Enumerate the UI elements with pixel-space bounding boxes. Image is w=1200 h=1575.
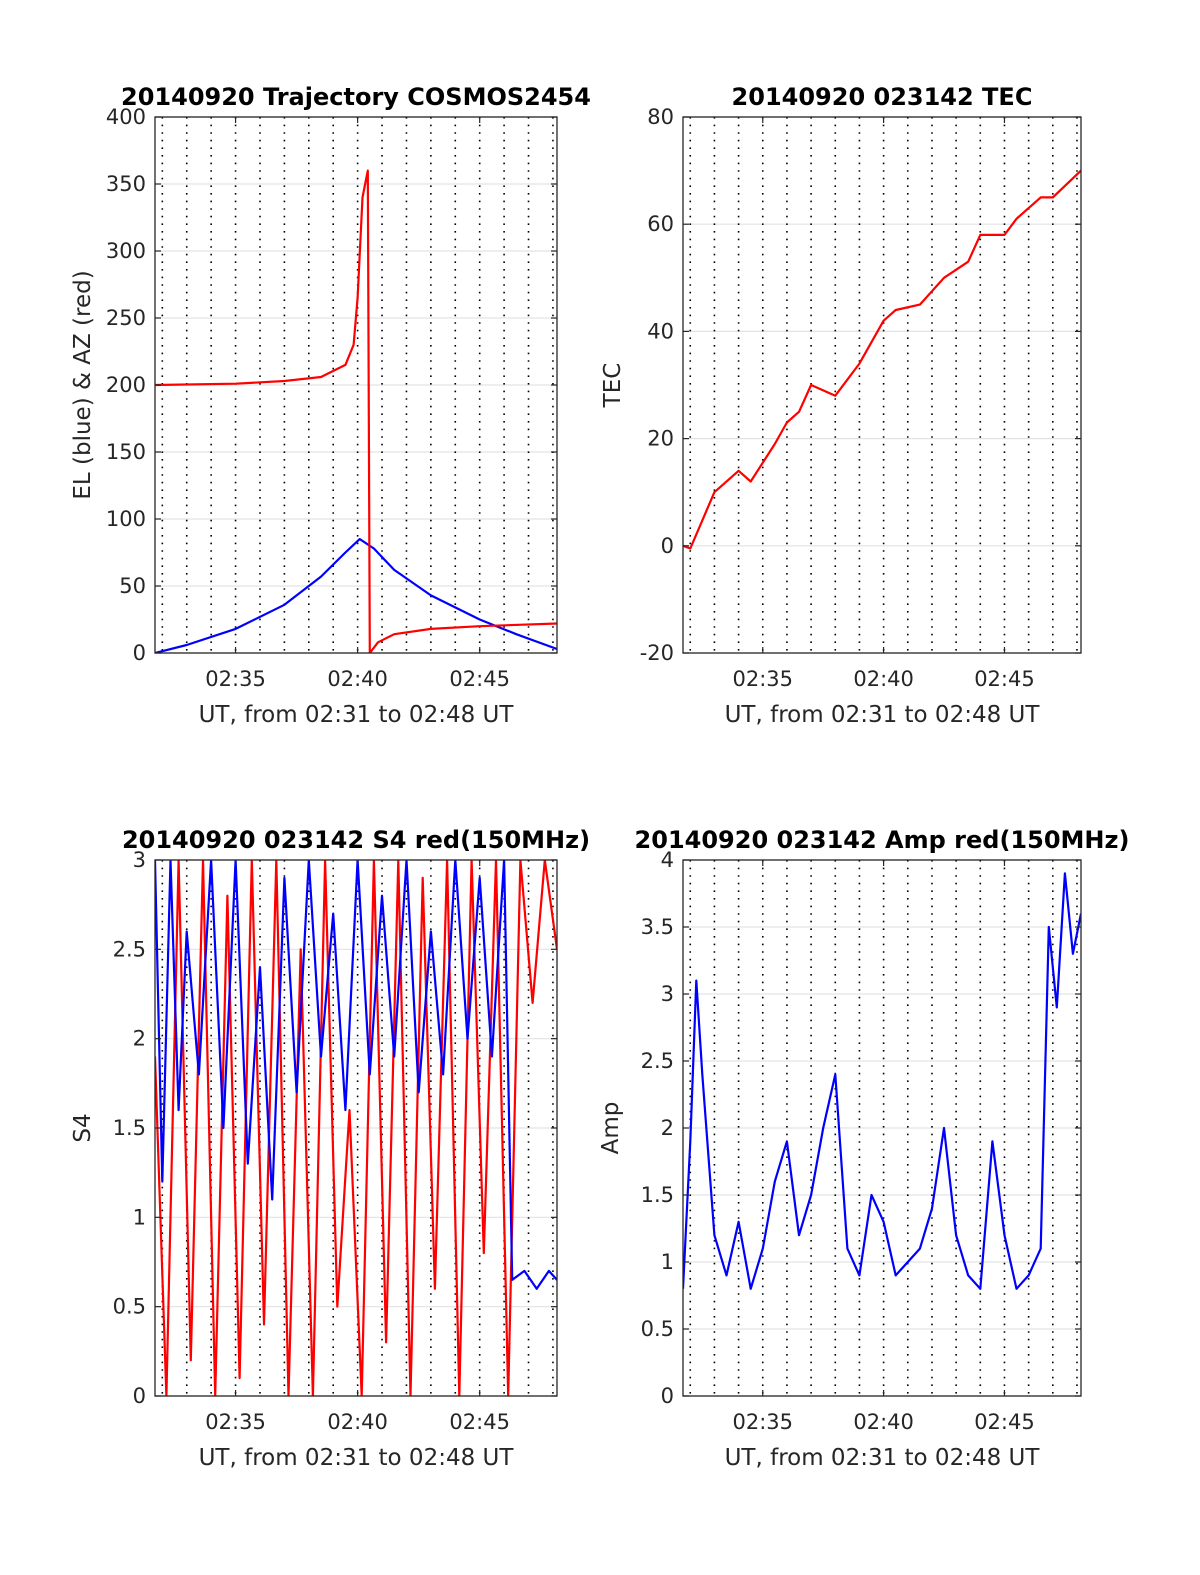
x-tick-label: 02:35 <box>205 667 266 691</box>
axes-box <box>682 116 1082 654</box>
y-tick-label: 0 <box>133 641 146 665</box>
y-tick-label: 0.5 <box>113 1295 146 1319</box>
x-axis-label: UT, from 02:31 to 02:48 UT <box>199 1445 515 1471</box>
y-tick-label: -20 <box>640 641 674 665</box>
series-line-1 <box>155 538 557 653</box>
chart-title: 20140920 023142 TEC <box>732 83 1033 111</box>
chart-title: 20140920 Trajectory COSMOS2454 <box>121 83 591 111</box>
y-tick-label: 2.5 <box>113 937 146 961</box>
x-tick-label: 02:45 <box>449 1410 510 1434</box>
x-tick-label: 02:40 <box>853 667 914 691</box>
x-tick-label: 02:45 <box>974 667 1035 691</box>
x-axis-label: UT, from 02:31 to 02:48 UT <box>725 702 1041 728</box>
series-line-1 <box>683 872 1081 1290</box>
y-tick-label: 3 <box>133 848 146 872</box>
chart-3: 0 0.5 1 1.5 2 2.5 3 02:35 02:40 02:45 20140920 023… <box>70 826 590 1471</box>
y-tick-label: 3.5 <box>641 915 674 939</box>
chart-4: 0 0.5 1 1.5 2 2.5 3 3.5 4 02:35 02:40 02:45 20140920… <box>598 826 1129 1471</box>
y-axis-label: EL (blue) & AZ (red) <box>70 270 96 499</box>
y-tick-label: 200 <box>106 373 146 397</box>
y-tick-label: 50 <box>119 574 146 598</box>
y-tick-label: 2 <box>133 1027 146 1051</box>
x-axis-label: UT, from 02:31 to 02:48 UT <box>199 702 515 728</box>
y-tick-label: 0 <box>661 534 674 558</box>
x-tick-label: 02:40 <box>327 1410 388 1434</box>
x-tick-label: 02:35 <box>732 667 793 691</box>
y-tick-label: 400 <box>106 105 146 129</box>
y-tick-label: 250 <box>106 306 146 330</box>
chart-1: 0 50 100 150 200 250 300 350 400 02:35 02:40 02:45 2… <box>70 83 591 728</box>
y-tick-label: 0 <box>133 1384 146 1408</box>
chart-title: 20140920 023142 S4 red(150MHz) <box>122 826 590 854</box>
y-tick-label: 0.5 <box>641 1317 674 1341</box>
chart-2: -20 0 20 40 60 80 02:35 02:40 02:45 20140920 0231… <box>600 83 1082 728</box>
y-tick-label: 100 <box>106 507 146 531</box>
series-line-1 <box>683 169 1081 550</box>
series-line-2 <box>155 169 557 653</box>
y-tick-label: 60 <box>647 212 674 236</box>
y-axis-label: S4 <box>70 1113 96 1142</box>
y-tick-label: 80 <box>647 105 674 129</box>
y-axis-label: TEC <box>600 363 626 409</box>
y-axis-label: Amp <box>598 1102 624 1155</box>
chart-title: 20140920 023142 Amp red(150MHz) <box>635 826 1130 854</box>
x-tick-label: 02:40 <box>327 667 388 691</box>
y-tick-label: 20 <box>647 427 674 451</box>
x-tick-label: 02:35 <box>205 1410 266 1434</box>
y-tick-label: 4 <box>661 848 674 872</box>
y-tick-label: 2 <box>661 1116 674 1140</box>
y-tick-label: 1 <box>133 1205 146 1229</box>
x-axis-label: UT, from 02:31 to 02:48 UT <box>725 1445 1041 1471</box>
y-tick-label: 3 <box>661 982 674 1006</box>
x-tick-label: 02:45 <box>974 1410 1035 1434</box>
y-tick-label: 300 <box>106 239 146 263</box>
y-tick-label: 1.5 <box>641 1183 674 1207</box>
series-line-2 <box>155 860 557 1290</box>
y-tick-label: 1.5 <box>113 1116 146 1140</box>
y-tick-label: 40 <box>647 319 674 343</box>
series-line-1 <box>155 860 557 1396</box>
x-tick-label: 02:40 <box>853 1410 914 1434</box>
y-tick-label: 350 <box>106 172 146 196</box>
y-tick-label: 2.5 <box>641 1049 674 1073</box>
x-tick-label: 02:45 <box>449 667 510 691</box>
x-tick-label: 02:35 <box>732 1410 793 1434</box>
y-tick-label: 1 <box>661 1250 674 1274</box>
y-tick-label: 150 <box>106 440 146 464</box>
y-tick-label: 0 <box>661 1384 674 1408</box>
